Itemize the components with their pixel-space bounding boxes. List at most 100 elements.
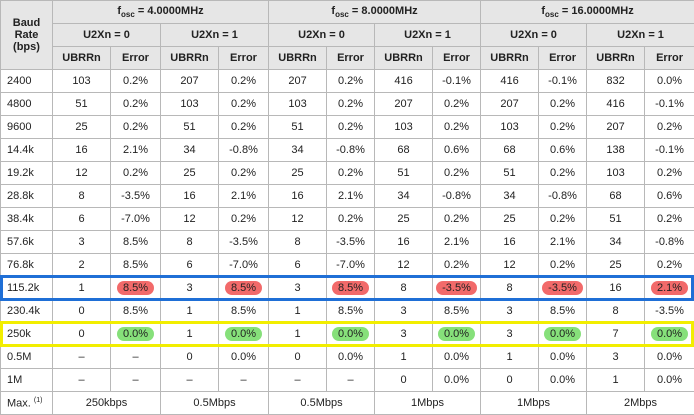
value-cell: -0.8% <box>433 185 481 208</box>
error-value: -0.1% <box>442 75 471 87</box>
error-value: 0.0% <box>651 327 688 341</box>
ubrr-value: 0 <box>186 351 192 363</box>
baud-cell: 4800 <box>1 93 53 116</box>
value-cell: 25 <box>481 208 539 231</box>
value-cell: 0 <box>269 346 327 369</box>
ubrr-value: 25 <box>183 167 195 179</box>
error-value: -3.5% <box>121 190 150 202</box>
value-cell: 0.2% <box>645 162 694 185</box>
mode-header: U2Xn = 0 <box>269 24 375 47</box>
value-cell: 34 <box>375 185 433 208</box>
value-cell: 0.2% <box>327 208 375 231</box>
error-value: 0.2% <box>338 213 363 225</box>
value-cell: 103 <box>481 116 539 139</box>
mode-header: U2Xn = 1 <box>375 24 481 47</box>
column-header: Error <box>645 47 694 70</box>
ubrr-value: 207 <box>288 75 306 87</box>
error-value: 0.2% <box>123 121 148 133</box>
value-cell: 1 <box>161 323 219 346</box>
value-cell: 0 <box>481 369 539 392</box>
ubrr-value: 0 <box>78 305 84 317</box>
value-cell: -7.0% <box>327 254 375 277</box>
value-cell: 25 <box>375 208 433 231</box>
value-cell: 25 <box>587 254 645 277</box>
value-cell: 16 <box>587 277 645 300</box>
baud-cell: 0.5M <box>1 346 53 369</box>
value-cell: 51 <box>375 162 433 185</box>
value-cell: – <box>111 369 161 392</box>
ubrr-value: 3 <box>294 282 300 294</box>
error-value: – <box>132 374 138 386</box>
value-cell: 2.1% <box>539 231 587 254</box>
value-cell: -0.8% <box>219 139 269 162</box>
value-cell: 0.2% <box>327 116 375 139</box>
ubrr-value: 832 <box>606 75 624 87</box>
baud-cell: 19.2k <box>1 162 53 185</box>
value-cell: 12 <box>161 208 219 231</box>
error-value: 8.5% <box>444 305 469 317</box>
value-cell: -7.0% <box>219 254 269 277</box>
ubrr-value: 8 <box>78 190 84 202</box>
osc-header: fosc = 16.0000MHz <box>481 1 694 24</box>
value-cell: 0.2% <box>111 93 161 116</box>
value-cell: 0.2% <box>111 162 161 185</box>
value-cell: -0.1% <box>433 70 481 93</box>
value-cell: 3 <box>375 323 433 346</box>
value-cell: 3 <box>481 300 539 323</box>
value-cell: 8.5% <box>327 300 375 323</box>
ubrr-value: – <box>186 374 192 386</box>
value-cell: 51 <box>269 116 327 139</box>
value-cell: -3.5% <box>433 277 481 300</box>
value-cell: 0.2% <box>219 70 269 93</box>
max-value: 0.5Mbps <box>269 392 375 415</box>
value-cell: 0.0% <box>645 323 694 346</box>
error-value: -7.0% <box>229 259 258 271</box>
value-cell: 0 <box>53 300 111 323</box>
ubrr-value: 3 <box>400 328 406 340</box>
value-cell: 8.5% <box>539 300 587 323</box>
ubrr-value: 103 <box>394 121 412 133</box>
ubrr-value: 1 <box>186 328 192 340</box>
value-cell: 1 <box>269 300 327 323</box>
mode-header: U2Xn = 0 <box>481 24 587 47</box>
error-value: 0.2% <box>444 167 469 179</box>
value-cell: 8.5% <box>111 300 161 323</box>
error-value: 8.5% <box>338 305 363 317</box>
value-cell: 16 <box>375 231 433 254</box>
ubrr-value: 34 <box>291 144 303 156</box>
osc-freq: = 4.0000MHz <box>138 5 204 17</box>
value-cell: 0.2% <box>327 162 375 185</box>
ubrr-value: – <box>294 374 300 386</box>
baud-cell: 115.2k <box>1 277 53 300</box>
osc-sub: osc <box>335 10 349 19</box>
ubrr-value: 1 <box>294 305 300 317</box>
value-cell: 16 <box>53 139 111 162</box>
value-cell: 0.2% <box>219 116 269 139</box>
ubrr-value: 6 <box>294 259 300 271</box>
value-cell: 0.2% <box>219 208 269 231</box>
value-cell: 0.0% <box>111 323 161 346</box>
ubrr-value: 0 <box>400 374 406 386</box>
error-value: – <box>132 351 138 363</box>
column-header: UBRRn <box>161 47 219 70</box>
error-value: 0.2% <box>338 98 363 110</box>
value-cell: 0 <box>375 369 433 392</box>
ubrr-value: 416 <box>500 75 518 87</box>
value-cell: -0.8% <box>645 231 694 254</box>
value-cell: 8 <box>269 231 327 254</box>
value-cell: 3 <box>161 277 219 300</box>
column-header: Error <box>327 47 375 70</box>
error-value: 2.1% <box>651 281 688 295</box>
value-cell: 0.2% <box>433 254 481 277</box>
value-cell: 8 <box>375 277 433 300</box>
ubrr-value: 34 <box>503 190 515 202</box>
ubrr-value: 7 <box>612 328 618 340</box>
